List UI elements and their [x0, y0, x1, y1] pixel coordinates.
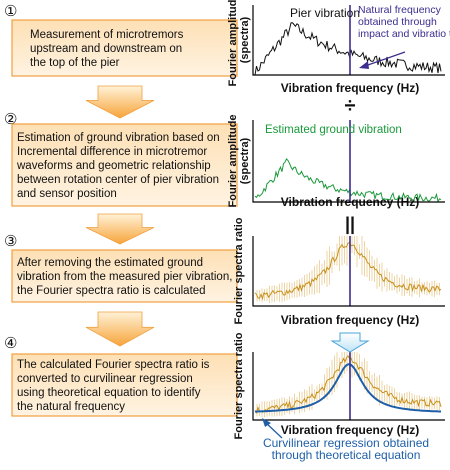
step-text: the top of the pier: [30, 57, 120, 69]
y-axis-label: Fourier spectra ratio: [233, 332, 245, 439]
step-text: The calculated Fourier spectra ratio is: [17, 359, 210, 371]
annotation: obtained through: [358, 16, 437, 28]
axes: [252, 5, 445, 76]
step-number: ①: [4, 3, 17, 20]
down-arrow: [85, 85, 155, 119]
annotation: through theoretical equation: [272, 448, 421, 462]
step-text: and sensor position: [17, 188, 117, 200]
x-axis-label: Vibration frequency (Hz): [281, 81, 419, 95]
annotation: Natural frequency: [358, 4, 442, 16]
step-text: Measurement of microtremors: [30, 29, 184, 41]
axes: [252, 236, 445, 307]
step-text: upstream and downstream on: [30, 43, 182, 55]
step-text: converted to curvilinear regression: [17, 373, 193, 385]
annotation: Curvilinear regression obtained: [263, 436, 429, 450]
spectrum-curve: [254, 22, 442, 76]
step-text: After removing the estimated ground: [17, 257, 203, 269]
y-axis-label: (spectra): [239, 137, 251, 184]
blue-arrow: [330, 332, 370, 353]
step-box: [11, 249, 238, 303]
y-axis-label: Fourier amplitude: [227, 115, 239, 208]
step-box: [11, 353, 238, 417]
spectrum-curve: [254, 355, 442, 414]
x-axis-label: Vibration frequency (Hz): [281, 313, 419, 327]
axes: [252, 120, 445, 203]
step-text: Estimation of ground vibration based on: [17, 132, 220, 144]
pointer-head: [359, 61, 369, 69]
pointer-head: [262, 418, 271, 427]
annotation: Estimated ground vibration: [265, 124, 402, 136]
down-arrow: [85, 311, 155, 347]
axes: [252, 352, 445, 421]
y-axis-label: Fourier spectra ratio: [233, 217, 245, 324]
step-text: the natural frequency: [17, 401, 125, 413]
down-arrow: [85, 213, 155, 245]
operator: ||: [345, 214, 355, 234]
step-text: between rotation center of pier vibratio…: [17, 174, 219, 186]
spectrum-curve: [254, 158, 442, 203]
spectrum-curve: [254, 363, 441, 413]
operator: ÷: [345, 95, 356, 117]
annotation: Pier vibration: [290, 6, 360, 20]
y-axis-label: Fourier amplitude: [227, 0, 239, 86]
step-text: vibration from the measured pier vibrati…: [17, 271, 232, 283]
x-axis-label: Vibration frequency (Hz): [281, 423, 419, 437]
step-text: the Fourier spectra ratio is calculated: [17, 285, 206, 297]
y-axis-label: (spectra): [239, 16, 251, 63]
spectrum-curve: [254, 241, 442, 301]
step-number: ③: [4, 233, 17, 250]
step-text: waveforms and geometric relationship: [16, 160, 211, 172]
step-box: [11, 123, 238, 207]
annotation: impact and vibratio tests: [358, 28, 450, 40]
step-box: [11, 19, 238, 77]
step-text: Incremental difference in microtremor: [17, 146, 207, 158]
pointer: [364, 51, 406, 67]
step-text: using theoretical equation to identify: [17, 387, 201, 399]
step-number: ④: [4, 335, 17, 352]
